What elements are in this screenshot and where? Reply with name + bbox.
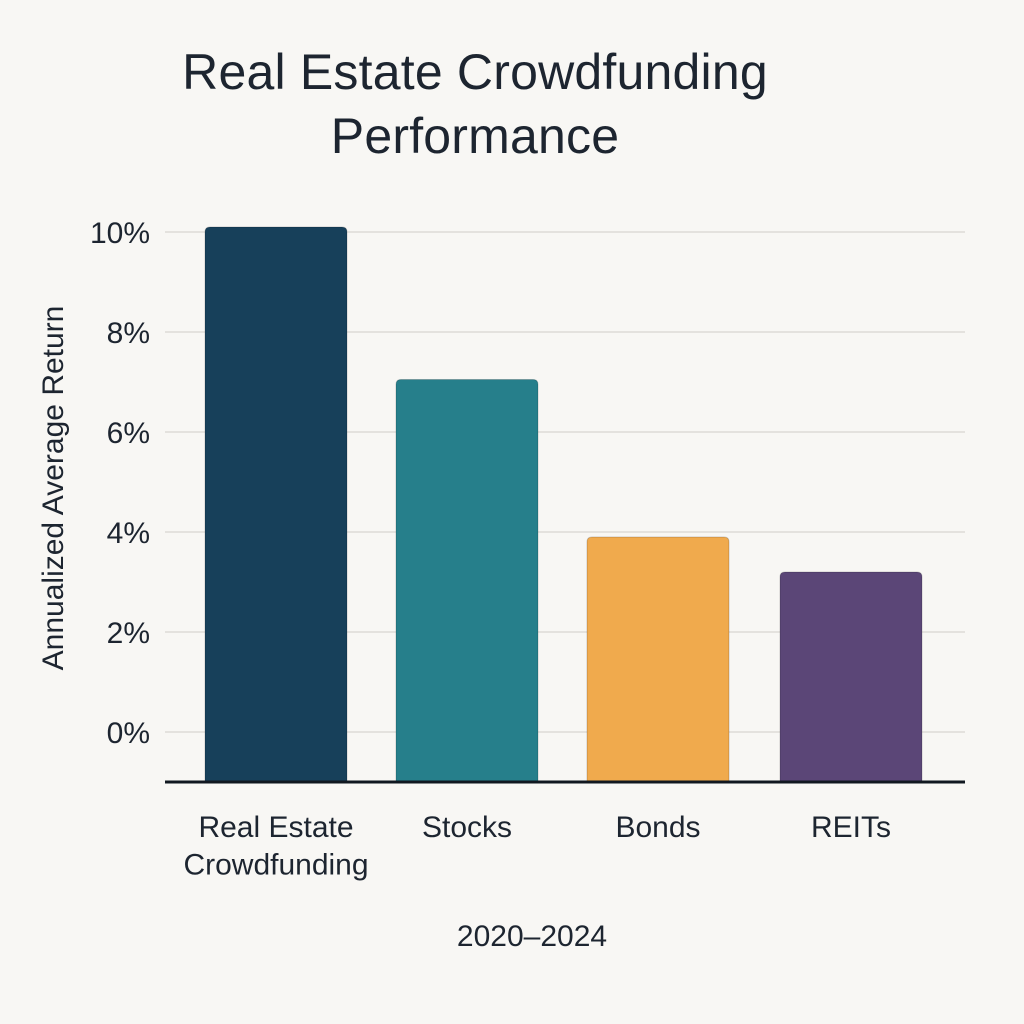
x-category-label: Stocks — [422, 811, 512, 844]
x-axis-title: 2020–2024 — [457, 920, 607, 953]
y-tick-label: 6% — [107, 417, 150, 450]
x-category-label: Bonds — [615, 811, 700, 844]
bar — [204, 226, 348, 783]
y-tick-label: 0% — [107, 717, 150, 750]
bars — [204, 226, 923, 783]
x-axis-category-labels: Real Estate Crowdfunding Stocks Bonds REITs — [183, 811, 891, 882]
y-axis-ticks: 0% 2% 4% 6% 8% 10% — [90, 217, 150, 750]
chart-title: Real Estate Crowdfunding Performance — [182, 44, 768, 164]
bar — [779, 571, 923, 783]
y-tick-label: 8% — [107, 317, 150, 350]
y-axis-title: Annualized Average Return — [37, 306, 70, 671]
bar — [395, 379, 539, 783]
y-tick-label: 4% — [107, 517, 150, 550]
x-category-label: Real Estate Crowdfunding — [183, 811, 368, 882]
y-tick-label: 2% — [107, 617, 150, 650]
x-category-label: REITs — [811, 811, 891, 844]
y-tick-label: 10% — [90, 217, 150, 250]
bar — [586, 536, 730, 783]
